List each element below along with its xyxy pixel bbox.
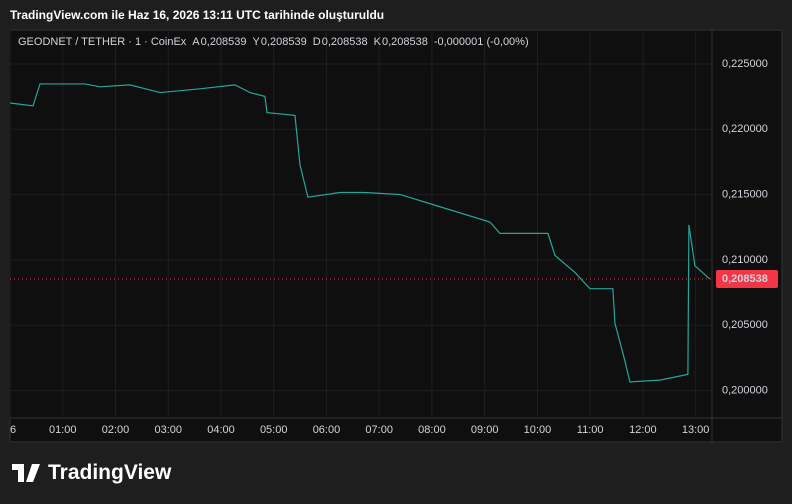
y-tick-label: 0,210000 bbox=[722, 254, 768, 266]
x-tick-label: 07:00 bbox=[365, 424, 393, 436]
x-tick-label: 06:00 bbox=[313, 424, 341, 436]
legend-high-key: Y bbox=[253, 36, 261, 48]
x-tick-label: 6 bbox=[10, 424, 16, 436]
x-tick-label: 11:00 bbox=[577, 424, 604, 436]
y-tick-label: 0,225000 bbox=[722, 58, 768, 70]
price-line bbox=[9, 83, 711, 383]
last-price-box bbox=[716, 270, 778, 289]
x-tick-label: 12:00 bbox=[629, 424, 657, 436]
legend-symbol: GEODNET / TETHER · 1 · CoinEx bbox=[18, 36, 187, 48]
x-tick-label: 05:00 bbox=[260, 424, 288, 436]
caption: TradingView.com ile Haz 16, 2026 13:11 U… bbox=[10, 8, 385, 22]
chart-panel bbox=[9, 29, 783, 443]
x-tick-label: 10:00 bbox=[524, 424, 552, 436]
y-tick-label: 0,200000 bbox=[722, 384, 768, 396]
brand-name: TradingView bbox=[48, 461, 172, 484]
legend-low: 0,208538 bbox=[322, 36, 368, 48]
legend-change: -0,000001 (-0,00%) bbox=[434, 36, 529, 48]
x-tick-label: 01:00 bbox=[49, 424, 77, 436]
x-tick-label: 08:00 bbox=[418, 424, 446, 436]
y-tick-label: 0,220000 bbox=[722, 123, 768, 135]
x-tick-label: 13:00 bbox=[682, 424, 710, 436]
y-tick-label: 0,205000 bbox=[722, 319, 768, 331]
x-tick-label: 09:00 bbox=[471, 424, 499, 436]
legend-open: 0,208539 bbox=[201, 36, 247, 48]
legend-close-key: K bbox=[374, 36, 382, 48]
legend-high: 0,208539 bbox=[261, 36, 307, 48]
brand: TradingView bbox=[12, 461, 171, 485]
x-tick-label: 04:00 bbox=[207, 424, 235, 436]
legend-open-key: A bbox=[192, 36, 200, 48]
y-tick-label: 0,215000 bbox=[722, 189, 768, 201]
brand-icon bbox=[12, 464, 40, 482]
last-price-label: 0,208538 bbox=[722, 273, 768, 285]
legend-close: 0,208538 bbox=[382, 36, 428, 48]
x-tick-label: 02:00 bbox=[102, 424, 130, 436]
legend-low-key: D bbox=[313, 36, 321, 48]
x-tick-label: 03:00 bbox=[154, 424, 182, 436]
